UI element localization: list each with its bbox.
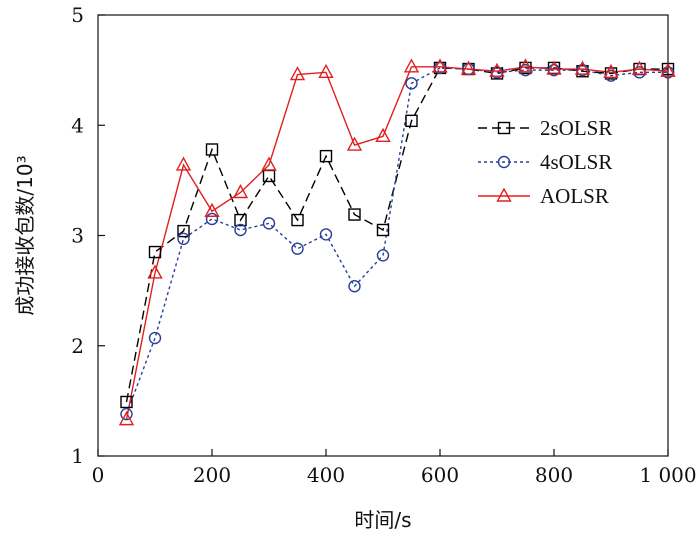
data-point-2sOLSR (348, 208, 361, 221)
axis-ticks (97, 14, 669, 457)
y-tick-label: 5 (71, 3, 84, 27)
data-point-2sOLSR (234, 213, 247, 227)
axis-tick-labels: 0 200 400 600 800 1 000 1 2 3 4 5 (71, 3, 696, 487)
data-point-2sOLSR (148, 245, 162, 259)
data-point-4sOLSR (148, 331, 162, 345)
legend-label-4sOLSR: 4sOLSR (540, 150, 612, 174)
legend-marker-AOLSR (496, 187, 512, 202)
data-point-4sOLSR (547, 63, 561, 77)
data-point-4sOLSR (376, 249, 390, 262)
data-point-4sOLSR (234, 223, 247, 237)
y-tick-label: 1 (71, 444, 84, 468)
data-point-4sOLSR (120, 407, 133, 421)
x-tick-label: 600 (421, 463, 459, 487)
data-point-4sOLSR (490, 66, 504, 79)
y-tick-label: 4 (71, 113, 84, 137)
data-point-AOLSR (204, 202, 220, 217)
data-point-4sOLSR (177, 232, 190, 246)
data-point-4sOLSR (291, 242, 304, 255)
data-point-AOLSR (118, 411, 135, 426)
data-point-AOLSR (460, 60, 477, 75)
data-point-AOLSR (517, 58, 534, 73)
data-point-2sOLSR (177, 224, 190, 238)
data-point-AOLSR (318, 63, 334, 79)
data-point-4sOLSR (319, 228, 333, 241)
data-point-AOLSR (147, 264, 163, 279)
data-point-AOLSR (289, 66, 306, 81)
x-tick-label: 400 (307, 463, 345, 487)
data-point-2sOLSR (405, 114, 418, 128)
data-point-2sOLSR (376, 223, 390, 237)
legend-label-2sOLSR: 2sOLSR (540, 116, 612, 140)
data-point-4sOLSR (405, 77, 418, 90)
data-point-AOLSR (175, 156, 192, 171)
data-point-AOLSR (261, 156, 277, 171)
y-tick-label: 3 (71, 224, 84, 248)
legend-marker-2sOLSR (497, 121, 511, 135)
data-point-AOLSR (660, 62, 676, 77)
legend-marker-4sOLSR (497, 155, 511, 169)
series-markers (118, 58, 676, 426)
x-tick-label: 200 (193, 463, 231, 487)
data-point-AOLSR (432, 58, 448, 73)
x-tick-label: 1 000 (639, 463, 696, 487)
data-point-2sOLSR (120, 395, 133, 409)
x-tick-label: 0 (92, 463, 105, 487)
data-point-AOLSR (403, 58, 420, 73)
data-point-4sOLSR (576, 63, 589, 77)
data-point-4sOLSR (661, 66, 675, 79)
data-point-AOLSR (375, 127, 391, 142)
y-axis-label: 成功接收包数/10³ (13, 155, 37, 315)
data-point-AOLSR (574, 60, 591, 75)
data-point-AOLSR (603, 63, 619, 79)
data-point-4sOLSR (262, 217, 276, 230)
legend-label-AOLSR: AOLSR (540, 184, 609, 208)
data-point-2sOLSR (319, 149, 333, 163)
data-point-4sOLSR (348, 280, 361, 293)
data-point-AOLSR (489, 62, 505, 77)
data-point-4sOLSR (205, 212, 219, 226)
data-point-AOLSR (232, 184, 249, 199)
y-tick-label: 2 (71, 334, 84, 358)
data-point-2sOLSR (291, 213, 304, 227)
data-point-2sOLSR (205, 143, 219, 156)
legend: 2sOLSR 4sOLSR AOLSR (478, 116, 612, 208)
x-axis-label: 时间/s (354, 508, 411, 532)
series-line-2sOLSR (125, 67, 668, 403)
x-tick-label: 800 (535, 463, 573, 487)
data-point-AOLSR (346, 136, 363, 151)
data-point-4sOLSR (433, 61, 447, 75)
data-point-AOLSR (546, 60, 562, 75)
data-point-AOLSR (631, 60, 648, 75)
